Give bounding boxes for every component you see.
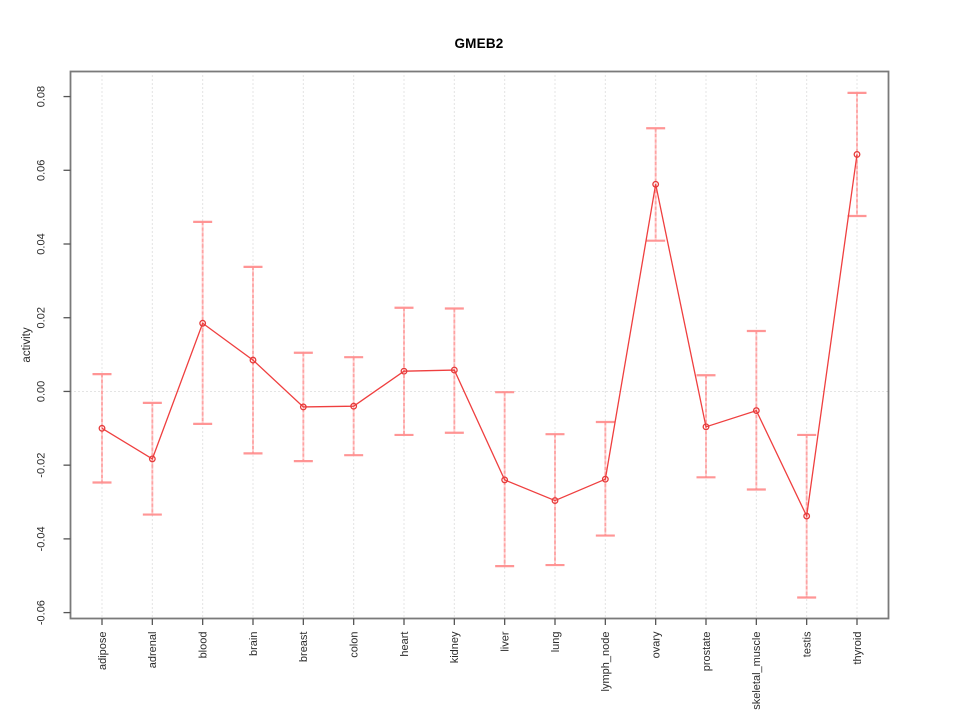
x-tick-label-liver: liver (499, 631, 511, 652)
y-tick-label: -0.06 (36, 600, 48, 625)
x-tick-label-colon: colon (348, 632, 360, 658)
y-tick-label: -0.04 (36, 526, 48, 551)
x-tick-label-blood: blood (197, 632, 209, 659)
data-point-prostate (702, 423, 710, 431)
chart-title: GMEB2 (454, 36, 504, 51)
data-point-kidney (450, 366, 458, 374)
x-tick-label-thyroid: thyroid (852, 632, 864, 665)
data-point-liver (501, 476, 509, 484)
y-tick-label: -0.02 (36, 453, 48, 478)
data-point-ovary (652, 180, 660, 188)
x-tick-label-prostate: prostate (701, 632, 713, 672)
y-tick-label: 0.04 (36, 233, 48, 254)
x-tick-label-lung: lung (550, 632, 562, 653)
x-tick-label-adrenal: adrenal (147, 632, 159, 669)
y-tick-label: 0.00 (36, 381, 48, 402)
data-point-skeletal_muscle (752, 407, 760, 415)
data-point-heart (400, 367, 408, 375)
x-tick-label-breast: breast (298, 632, 310, 663)
data-point-breast (299, 403, 307, 411)
data-point-brain (249, 356, 257, 364)
x-tick-label-testis: testis (801, 631, 813, 657)
x-tick-label-brain: brain (248, 632, 260, 656)
x-tick-label-adipose: adipose (97, 632, 109, 671)
x-tick-label-skeletal_muscle: skeletal_muscle (751, 632, 763, 710)
data-point-adrenal (148, 455, 156, 463)
x-tick-label-lymph_node: lymph_node (600, 632, 612, 692)
data-point-lung (551, 497, 559, 504)
data-point-thyroid (853, 150, 861, 158)
series-line (101, 154, 858, 519)
y-tick-label: 0.06 (36, 160, 48, 181)
data-point-testis (803, 512, 811, 520)
x-tick-label-kidney: kidney (449, 631, 461, 663)
data-point-adipose (98, 424, 106, 432)
data-point-lymph_node (601, 475, 609, 483)
y-tick-label: 0.02 (36, 307, 48, 328)
data-point-colon (350, 402, 358, 410)
y-tick-label: 0.08 (36, 86, 48, 107)
x-tick-label-ovary: ovary (650, 631, 662, 658)
x-tick-label-heart: heart (399, 632, 411, 657)
plot-border (69, 70, 890, 620)
data-point-blood (199, 319, 207, 327)
